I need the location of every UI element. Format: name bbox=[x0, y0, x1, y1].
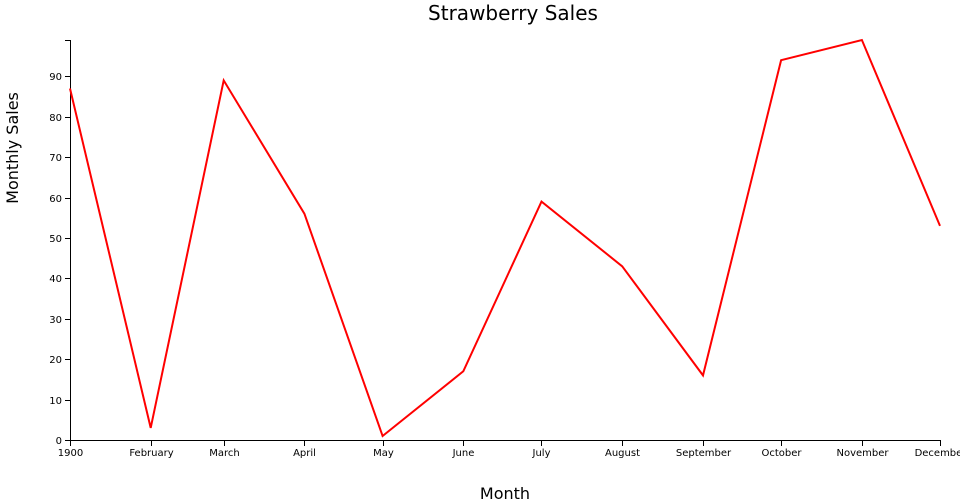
x-tick-label: July bbox=[532, 448, 551, 459]
x-axis-label: Month bbox=[480, 484, 530, 500]
x-tick-label: December bbox=[915, 448, 960, 459]
x-tick-label: March bbox=[209, 448, 239, 459]
y-tick-label: 0 bbox=[56, 436, 62, 447]
chart-title: Strawberry Sales bbox=[428, 1, 598, 25]
y-tick-label: 80 bbox=[49, 113, 62, 124]
y-tick-label: 30 bbox=[49, 315, 62, 326]
x-tick-label: November bbox=[836, 448, 889, 459]
x-axis: 1900 February March April May June July August S… bbox=[58, 440, 960, 459]
y-tick-label: 10 bbox=[49, 396, 62, 407]
y-tick-label: 70 bbox=[49, 153, 62, 164]
x-tick-label: February bbox=[129, 448, 173, 459]
x-tick-label: June bbox=[452, 448, 475, 459]
y-axis: 0 10 20 30 40 50 60 70 80 90 bbox=[49, 40, 71, 447]
x-tick-label: May bbox=[373, 448, 394, 459]
x-tick-label: August bbox=[605, 448, 640, 459]
x-tick-label: September bbox=[676, 448, 732, 459]
x-tick-label: October bbox=[761, 448, 802, 459]
y-tick-label: 90 bbox=[49, 72, 62, 83]
y-tick-label: 60 bbox=[49, 194, 62, 205]
y-tick-label: 20 bbox=[49, 355, 62, 366]
y-tick-label: 40 bbox=[49, 274, 62, 285]
sales-line bbox=[69, 38, 941, 438]
series-group bbox=[69, 38, 941, 438]
x-tick-label: April bbox=[293, 448, 316, 459]
y-tick-label: 50 bbox=[49, 234, 62, 245]
x-tick-label: 1900 bbox=[58, 448, 83, 459]
y-axis-label: Monthly Sales bbox=[3, 92, 22, 204]
